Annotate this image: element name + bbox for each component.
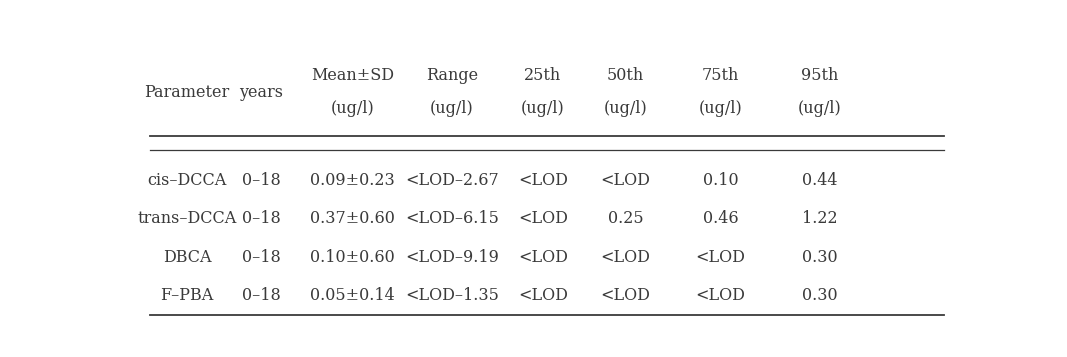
- Text: <LOD: <LOD: [696, 287, 746, 304]
- Text: <LOD: <LOD: [601, 249, 650, 266]
- Text: <LOD: <LOD: [696, 249, 746, 266]
- Text: 75th: 75th: [702, 67, 739, 84]
- Text: <LOD: <LOD: [517, 287, 568, 304]
- Text: 0.10±0.60: 0.10±0.60: [310, 249, 395, 266]
- Text: 0–18: 0–18: [242, 287, 281, 304]
- Text: <LOD: <LOD: [517, 249, 568, 266]
- Text: 95th: 95th: [801, 67, 839, 84]
- Text: (ug/l): (ug/l): [604, 100, 648, 117]
- Text: (ug/l): (ug/l): [521, 100, 564, 117]
- Text: (ug/l): (ug/l): [699, 100, 743, 117]
- Text: 0.09±0.23: 0.09±0.23: [310, 172, 395, 189]
- Text: 0–18: 0–18: [242, 172, 281, 189]
- Text: (ug/l): (ug/l): [798, 100, 842, 117]
- Text: <LOD: <LOD: [517, 210, 568, 227]
- Text: <LOD–6.15: <LOD–6.15: [404, 210, 498, 227]
- Text: 25th: 25th: [524, 67, 561, 84]
- Text: <LOD: <LOD: [517, 172, 568, 189]
- Text: DBCA: DBCA: [163, 249, 211, 266]
- Text: 0.37±0.60: 0.37±0.60: [310, 210, 395, 227]
- Text: 0.10: 0.10: [703, 172, 738, 189]
- Text: Range: Range: [426, 67, 478, 84]
- Text: (ug/l): (ug/l): [430, 100, 474, 117]
- Text: 1.22: 1.22: [802, 210, 838, 227]
- Text: 0.44: 0.44: [802, 172, 838, 189]
- Text: 0.46: 0.46: [703, 210, 738, 227]
- Text: trans–DCCA: trans–DCCA: [138, 210, 237, 227]
- Text: 0.30: 0.30: [802, 287, 838, 304]
- Text: F–PBA: F–PBA: [160, 287, 213, 304]
- Text: 50th: 50th: [607, 67, 644, 84]
- Text: Parameter: Parameter: [144, 84, 229, 101]
- Text: 0–18: 0–18: [242, 210, 281, 227]
- Text: <LOD: <LOD: [601, 287, 650, 304]
- Text: <LOD–1.35: <LOD–1.35: [404, 287, 498, 304]
- Text: 0–18: 0–18: [242, 249, 281, 266]
- Text: years: years: [240, 84, 284, 101]
- Text: (ug/l): (ug/l): [331, 100, 375, 117]
- Text: 0.05±0.14: 0.05±0.14: [310, 287, 395, 304]
- Text: Mean±SD: Mean±SD: [310, 67, 394, 84]
- Text: 0.30: 0.30: [802, 249, 838, 266]
- Text: cis–DCCA: cis–DCCA: [147, 172, 227, 189]
- Text: <LOD: <LOD: [601, 172, 650, 189]
- Text: <LOD–2.67: <LOD–2.67: [404, 172, 498, 189]
- Text: <LOD–9.19: <LOD–9.19: [404, 249, 498, 266]
- Text: 0.25: 0.25: [607, 210, 643, 227]
